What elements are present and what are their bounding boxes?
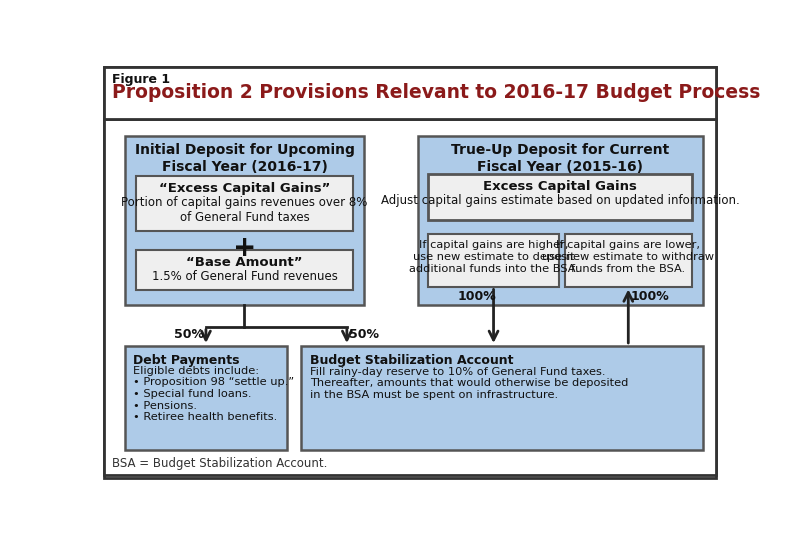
Bar: [136, 176, 353, 231]
Bar: [301, 346, 702, 450]
Bar: [429, 234, 558, 287]
Text: “Excess Capital Gains”: “Excess Capital Gains”: [158, 182, 330, 195]
Text: Initial Deposit for Upcoming
Fiscal Year (2016-17): Initial Deposit for Upcoming Fiscal Year…: [134, 143, 354, 173]
Text: Portion of capital gains revenues over 8%
of General Fund taxes: Portion of capital gains revenues over 8…: [122, 195, 368, 224]
Text: 100%: 100%: [630, 289, 670, 302]
Text: BSA = Budget Stabilization Account.: BSA = Budget Stabilization Account.: [112, 457, 327, 470]
Text: 50%: 50%: [174, 328, 204, 341]
Text: 50%: 50%: [349, 328, 379, 341]
Text: Debt Payments: Debt Payments: [133, 354, 239, 367]
Text: Adjust capital gains estimate based on updated information.: Adjust capital gains estimate based on u…: [381, 194, 739, 207]
Bar: [136, 249, 353, 289]
Text: True-Up Deposit for Current
Fiscal Year (2015-16): True-Up Deposit for Current Fiscal Year …: [451, 143, 670, 173]
Bar: [565, 234, 692, 287]
Text: If capital gains are higher,
use new estimate to deposit
additional funds into t: If capital gains are higher, use new est…: [409, 240, 578, 274]
Text: Proposition 2 Provisions Relevant to 2016-17 Budget Process: Proposition 2 Provisions Relevant to 201…: [112, 83, 760, 102]
Bar: [125, 136, 364, 305]
Text: Excess Capital Gains: Excess Capital Gains: [483, 180, 637, 193]
Text: Fill rainy-day reserve to 10% of General Fund taxes.
Thereafter, amounts that wo: Fill rainy-day reserve to 10% of General…: [310, 367, 628, 400]
Text: 1.5% of General Fund revenues: 1.5% of General Fund revenues: [151, 269, 338, 282]
Text: +: +: [233, 234, 256, 262]
Text: Eligible debts include:
• Proposition 98 “settle up.”
• Special fund loans.
• Pe: Eligible debts include: • Proposition 98…: [133, 366, 294, 422]
Text: “Base Amount”: “Base Amount”: [186, 256, 302, 269]
Text: Budget Stabilization Account: Budget Stabilization Account: [310, 354, 514, 367]
Bar: [418, 136, 702, 305]
Text: If capital gains are lower,
use new estimate to withdraw
funds from the BSA.: If capital gains are lower, use new esti…: [542, 240, 714, 274]
Bar: [104, 67, 716, 119]
Bar: [104, 119, 716, 475]
Bar: [429, 174, 692, 220]
Text: 100%: 100%: [458, 289, 496, 302]
Bar: [125, 346, 287, 450]
Text: Figure 1: Figure 1: [112, 72, 170, 85]
